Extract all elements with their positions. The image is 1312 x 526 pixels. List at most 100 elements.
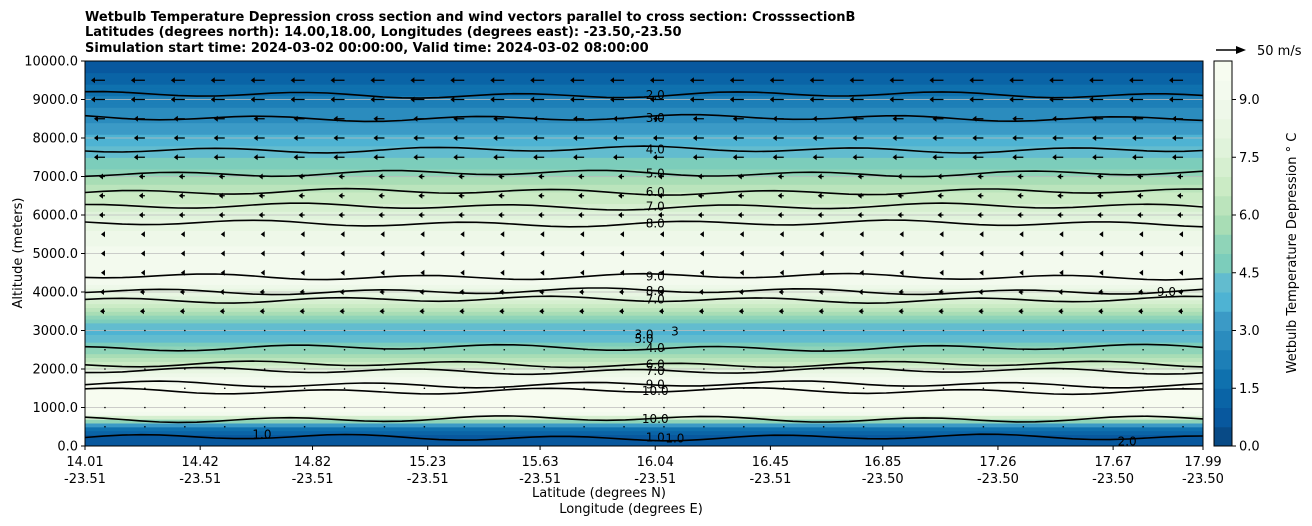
fill-band [85, 149, 1203, 154]
wind-vector [343, 387, 346, 390]
wind-vector [383, 329, 386, 332]
wind-vector [170, 77, 185, 84]
fill-band [85, 388, 1203, 393]
wind-vector [339, 308, 345, 315]
wind-vector [210, 96, 225, 103]
wind-vector [543, 406, 545, 409]
fill-band [85, 376, 1203, 382]
wind-vector [383, 387, 386, 390]
wind-vector [620, 269, 625, 276]
wind-vector [538, 173, 545, 180]
wind-vector [250, 96, 265, 103]
wind-vector [619, 289, 625, 295]
x-axis-label-latitude: Latitude (degrees N) [532, 486, 666, 501]
fill-band [85, 68, 1203, 74]
wind-vector [818, 308, 824, 315]
colorbar-segment [1214, 138, 1232, 158]
wind-vector [539, 289, 545, 295]
wind-vector [620, 250, 625, 257]
wind-vector [303, 368, 306, 370]
wind-vector [173, 135, 185, 141]
wind-vector [450, 77, 465, 84]
y-axis-label: Altitude (meters) [11, 198, 26, 309]
wind-vector [618, 212, 625, 218]
x-tick-label-lat: 16.45 [752, 455, 789, 470]
contour-label: 2.0 [646, 88, 665, 102]
wind-vector [1092, 135, 1104, 141]
wind-vector [170, 96, 185, 103]
wind-vector [809, 96, 824, 103]
wind-vector [658, 308, 664, 315]
wind-vector [1182, 348, 1184, 351]
wind-vector [413, 135, 425, 141]
wind-vector [383, 368, 386, 370]
wind-vector [463, 425, 466, 428]
wind-vector [1017, 173, 1024, 180]
wind-vector [583, 425, 585, 428]
contour-label: 9.0 [646, 377, 665, 391]
fill-band [85, 349, 1203, 355]
wind-vector [743, 425, 745, 428]
wind-vector [769, 77, 784, 84]
y-tick-label: 9000.0 [33, 93, 79, 108]
wind-vector [862, 425, 865, 428]
colorbar: 0.0 1.5 3.0 4.5 6.0 7.5 9.0 [1213, 60, 1260, 455]
wind-vector [858, 289, 864, 295]
wind-vector [782, 387, 785, 390]
wind-vector [1142, 368, 1144, 370]
wind-vector [743, 348, 745, 351]
wind-vector [663, 387, 665, 390]
x-tick-label-lat: 16.04 [637, 455, 674, 470]
wind-vector [972, 154, 984, 161]
wind-vector [580, 269, 585, 276]
fill-band [85, 411, 1203, 416]
wind-vector [343, 348, 346, 351]
wind-vector [423, 425, 426, 428]
wind-vector [902, 387, 905, 390]
wind-vector [812, 115, 824, 122]
fill-band [85, 284, 1203, 289]
wind-vector [340, 269, 345, 276]
fill-band [85, 91, 1203, 97]
colorbar-segment [1214, 99, 1232, 120]
wind-vector [380, 250, 385, 257]
wind-vector [977, 212, 984, 218]
x-axis: 14.01 -23.51 14.42 -23.51 14.82 -23.51 15.23 -2… [64, 446, 1224, 487]
wind-vector [1177, 173, 1184, 180]
contour-line [85, 187, 1203, 196]
wind-vector [498, 192, 505, 199]
wind-vector [210, 77, 225, 84]
wind-vector [370, 77, 385, 84]
contour-label: 10.0 [642, 412, 669, 426]
contour-label: 1.0 [252, 427, 271, 441]
wind-vector [859, 250, 864, 257]
wind-vector [184, 329, 186, 332]
wind-vector [610, 77, 625, 84]
wind-vector [343, 406, 346, 409]
colorbar-segment [1214, 118, 1232, 139]
wind-vector [260, 269, 265, 276]
wind-vector [1099, 250, 1104, 257]
contour-line [85, 415, 1203, 424]
fill-band [85, 261, 1203, 266]
fill-band [85, 426, 1203, 432]
wind-vector [533, 154, 545, 161]
wind-vector [499, 308, 505, 315]
wind-vector [503, 387, 506, 390]
wind-vector [573, 154, 585, 161]
fill-band [85, 399, 1203, 405]
wind-vector [339, 289, 345, 295]
fill-band [85, 138, 1203, 143]
contour-line [85, 343, 1203, 352]
wind-vector [1012, 135, 1024, 141]
fill-band [85, 422, 1203, 428]
wind-vector [1019, 269, 1024, 276]
colorbar-tick-label: 6.0 [1239, 209, 1260, 224]
wind-vector [253, 154, 265, 161]
wind-vector [939, 269, 944, 276]
fill-band [85, 415, 1203, 420]
fill-band [85, 61, 1203, 66]
contour-line [85, 169, 1203, 178]
wind-vector [777, 192, 784, 199]
wind-vector [219, 308, 225, 315]
